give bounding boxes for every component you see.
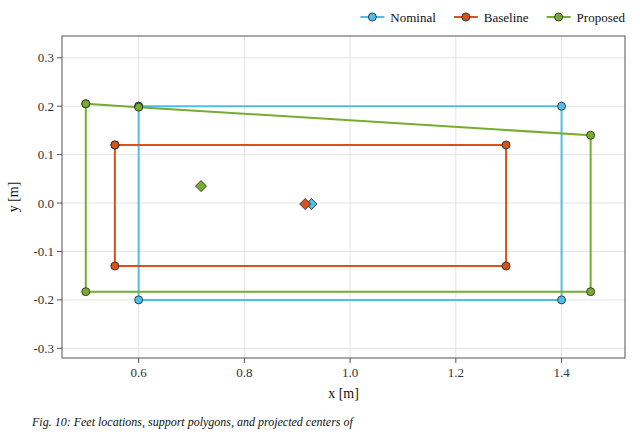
tick-x: [138, 358, 139, 363]
vertex-marker: [502, 141, 510, 149]
y-axis-label: y [m]: [6, 182, 21, 213]
grid-line-x: [350, 36, 351, 358]
tick-label-y: 0.3: [38, 50, 54, 65]
vertex-marker: [558, 102, 566, 110]
tick-y: [57, 106, 62, 107]
vertex-marker: [135, 103, 143, 111]
tick-y: [57, 203, 62, 204]
tick-y: [57, 299, 62, 300]
vertex-marker: [587, 288, 595, 296]
grid-line-y: [62, 348, 625, 349]
tick-x: [244, 358, 245, 363]
tick-label-y: 0.1: [38, 147, 54, 162]
vertex-marker: [135, 102, 143, 110]
tick-y: [57, 348, 62, 349]
legend-item: Baseline: [454, 10, 529, 25]
vertex-marker: [111, 141, 119, 149]
tick-label-x: 1.2: [448, 365, 464, 380]
axes: 0.6 0.8 1.0 1.2 1.4 -0.3 -0.2 -0.1 0.0 0.1 0.2 0.3: [33, 36, 625, 380]
vertex-marker: [82, 100, 90, 108]
chart: 0.6 0.8 1.0 1.2 1.4 -0.3 -0.2 -0.1 0.0 0.1 0.2 0.3 x…: [0, 0, 640, 438]
tick-label-y: -0.3: [33, 341, 54, 356]
grid-line-x: [244, 36, 245, 358]
tick-x: [561, 358, 562, 363]
legend-item: Nominal: [360, 10, 436, 25]
tick-label-x: 1.0: [342, 365, 358, 380]
polygon-line: [86, 104, 591, 292]
polygon-line: [115, 145, 506, 266]
tick-y: [57, 251, 62, 252]
tick-x: [350, 358, 351, 363]
vertex-marker: [558, 296, 566, 304]
legend-label: Proposed: [577, 10, 626, 25]
tick-label-y: 0.0: [38, 196, 54, 211]
vertex-marker: [135, 102, 143, 110]
grid-line-x: [455, 36, 456, 358]
legend-marker: [462, 13, 470, 21]
grid-line-y: [62, 57, 625, 58]
legend-item: Proposed: [547, 10, 626, 25]
tick-y: [57, 154, 62, 155]
vertex-marker: [82, 288, 90, 296]
grid-line-y: [62, 203, 625, 204]
plot-frame: [62, 36, 625, 358]
legend-marker: [368, 13, 376, 21]
legend-label: Nominal: [390, 10, 436, 25]
grid-line-y: [62, 154, 625, 155]
tick-label-x: 1.4: [553, 365, 570, 380]
vertex-marker: [587, 131, 595, 139]
grid: [62, 36, 625, 358]
legend-label: Baseline: [484, 10, 529, 25]
vertex-marker: [502, 262, 510, 270]
data: [82, 100, 595, 304]
legend: Nominal Baseline Proposed: [360, 10, 625, 25]
centroid-marker: [196, 181, 207, 192]
centroid-marker: [300, 199, 311, 210]
tick-label-y: 0.2: [38, 99, 54, 114]
polygon-line: [139, 106, 562, 300]
vertex-marker: [111, 141, 119, 149]
x-axis-label: x [m]: [328, 386, 359, 401]
tick-label-y: -0.2: [33, 292, 54, 307]
tick-label-x: 0.6: [131, 365, 148, 380]
caption: Fig. 10: Feet locations, support polygon…: [31, 415, 355, 429]
tick-label-y: -0.1: [33, 244, 54, 259]
tick-y: [57, 57, 62, 58]
plot-background: [62, 36, 625, 358]
tick-label-x: 0.8: [236, 365, 252, 380]
tick-x: [455, 358, 456, 363]
legend-marker: [555, 13, 563, 21]
vertex-marker: [82, 100, 90, 108]
grid-line-y: [62, 251, 625, 252]
vertex-marker: [111, 262, 119, 270]
vertex-marker: [135, 296, 143, 304]
